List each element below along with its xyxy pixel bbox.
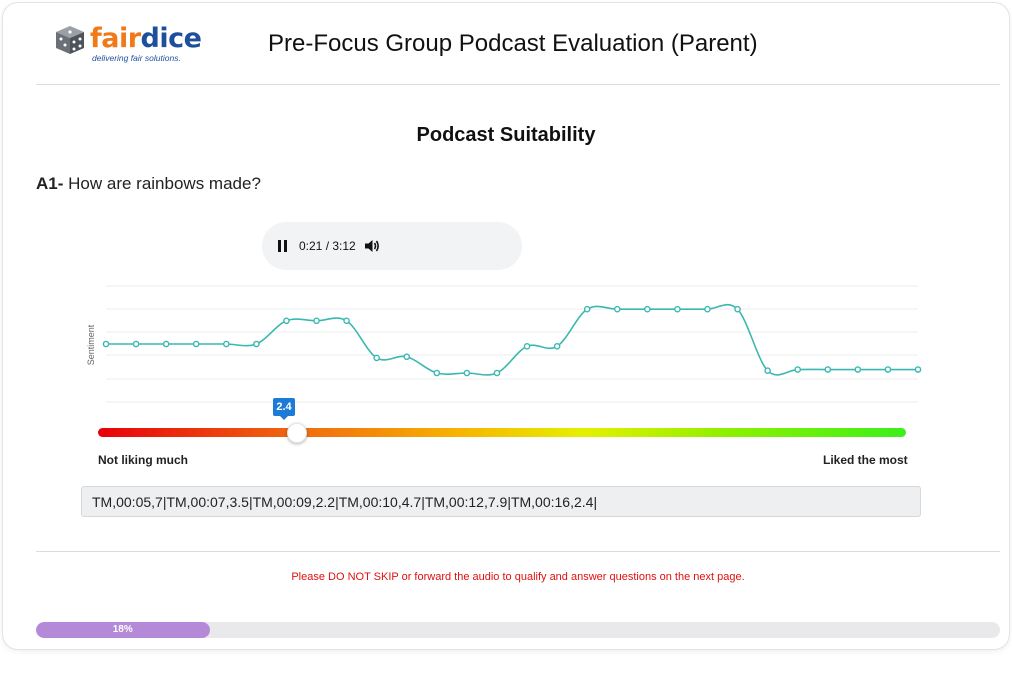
sentiment-slider[interactable] <box>98 428 906 437</box>
progress-bar: 18% <box>36 622 1000 638</box>
audio-time: 0:21 / 3:12 <box>299 239 356 253</box>
chart-point <box>162 340 170 348</box>
chart-point <box>613 305 621 313</box>
skip-warning: Please DO NOT SKIP or forward the audio … <box>291 571 745 583</box>
chart-point <box>253 340 260 348</box>
chart-point <box>704 305 711 313</box>
chart-point <box>283 317 290 325</box>
slider-max-label: Liked the most <box>823 453 908 467</box>
chart-point <box>343 317 350 325</box>
slider-value-tooltip: 2.4 <box>273 398 295 420</box>
chart-point <box>854 366 862 373</box>
chart-point <box>373 354 380 362</box>
logo-brand-left: fair <box>90 23 141 54</box>
chart-point <box>884 366 892 373</box>
chart-point <box>493 369 501 377</box>
chart-point <box>764 367 771 374</box>
logo-tagline: delivering fair solutions. <box>92 53 181 63</box>
chart-point <box>794 366 802 373</box>
chart-point <box>824 366 832 373</box>
dice-icon <box>56 26 84 54</box>
chart-point <box>914 366 922 373</box>
sentiment-chart: Sentiment <box>86 285 922 403</box>
chart-point <box>674 305 681 313</box>
chart-point <box>222 340 230 348</box>
logo-brand-right: dice <box>140 23 202 54</box>
slider-handle[interactable] <box>287 423 307 443</box>
chart-point <box>132 340 140 348</box>
chart-point <box>523 343 531 350</box>
chart-point <box>192 340 200 348</box>
chart-point <box>734 305 741 313</box>
footer-divider <box>36 551 1000 552</box>
section-title: Podcast Suitability <box>416 124 596 146</box>
question-id: A1- <box>36 174 64 193</box>
header-divider <box>36 84 1000 85</box>
sentiment-series-line <box>106 303 918 376</box>
chart-point <box>403 353 411 361</box>
question: A1- How are rainbows made? <box>36 174 261 194</box>
pause-icon[interactable] <box>276 240 290 252</box>
chart-point <box>102 340 110 348</box>
volume-icon[interactable] <box>364 238 380 254</box>
chart-point <box>553 343 561 350</box>
response-log-field[interactable]: TM,00:05,7|TM,00:07,3.5|TM,00:09,2.2|TM,… <box>81 486 921 517</box>
progress-fill: 18% <box>36 622 210 638</box>
audio-player[interactable]: 0:21 / 3:12 <box>262 222 522 270</box>
chart-point <box>433 369 441 377</box>
fairdice-logo: fairdice delivering fair solutions. <box>52 22 202 66</box>
page-title: Pre-Focus Group Podcast Evaluation (Pare… <box>268 30 758 57</box>
chart-point <box>313 317 320 325</box>
chart-point <box>463 369 471 377</box>
chart-point <box>644 305 651 313</box>
logo-wordmark: fairdice <box>90 23 202 54</box>
question-text: How are rainbows made? <box>68 174 261 193</box>
chart-ylabel: Sentiment <box>86 324 96 365</box>
slider-min-label: Not liking much <box>98 453 188 467</box>
survey-card <box>2 2 1010 650</box>
chart-point <box>583 305 591 313</box>
